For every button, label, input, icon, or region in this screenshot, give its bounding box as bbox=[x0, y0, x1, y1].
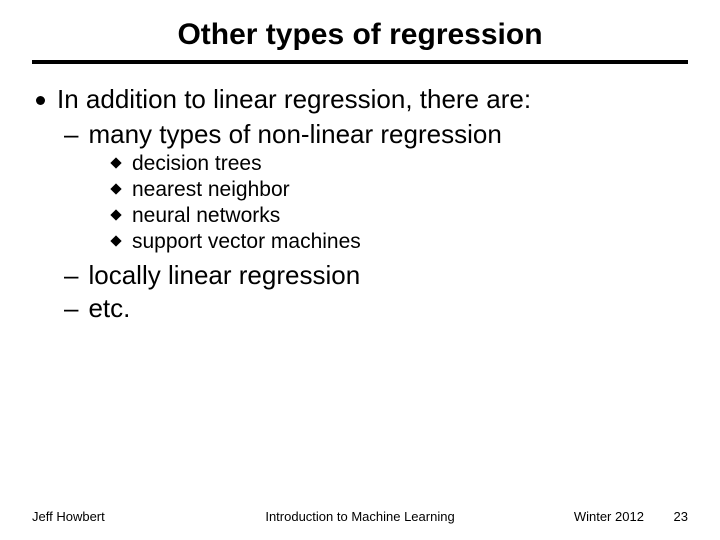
bullet-l3-text: decision trees bbox=[132, 152, 262, 176]
footer-term: Winter 2012 bbox=[574, 509, 644, 524]
disc-icon bbox=[36, 96, 45, 105]
footer-page-number: 23 bbox=[674, 509, 688, 524]
slide-footer: Jeff Howbert Introduction to Machine Lea… bbox=[32, 509, 688, 524]
bullet-l1: In addition to linear regression, there … bbox=[36, 84, 688, 115]
dash-icon: – bbox=[64, 260, 78, 291]
bullet-l2-text: locally linear regression bbox=[88, 260, 360, 291]
slide-body: In addition to linear regression, there … bbox=[32, 84, 688, 324]
slide-title: Other types of regression bbox=[32, 18, 688, 52]
diamond-icon bbox=[110, 183, 121, 194]
bullet-l3: decision trees bbox=[112, 152, 688, 176]
bullet-l1-text: In addition to linear regression, there … bbox=[57, 84, 531, 115]
diamond-icon bbox=[110, 235, 121, 246]
bullet-l3: nearest neighbor bbox=[112, 178, 688, 202]
dash-icon: – bbox=[64, 293, 78, 324]
footer-course: Introduction to Machine Learning bbox=[251, 509, 470, 524]
bullet-l3: neural networks bbox=[112, 204, 688, 228]
bullet-l2-text: many types of non-linear regression bbox=[88, 119, 501, 150]
title-rule bbox=[32, 60, 688, 64]
bullet-l3-text: nearest neighbor bbox=[132, 178, 290, 202]
bullet-l2: – locally linear regression bbox=[64, 260, 688, 291]
bullet-l3-text: support vector machines bbox=[132, 230, 361, 254]
diamond-icon bbox=[110, 209, 121, 220]
footer-author: Jeff Howbert bbox=[32, 509, 251, 524]
bullet-l3-text: neural networks bbox=[132, 204, 280, 228]
bullet-l2: – many types of non-linear regression bbox=[64, 119, 688, 150]
footer-right: Winter 2012 23 bbox=[469, 509, 688, 524]
slide: Other types of regression In addition to… bbox=[0, 0, 720, 540]
diamond-icon bbox=[110, 157, 121, 168]
bullet-l2-text: etc. bbox=[88, 293, 130, 324]
bullet-l3: support vector machines bbox=[112, 230, 688, 254]
bullet-l2: – etc. bbox=[64, 293, 688, 324]
dash-icon: – bbox=[64, 119, 78, 150]
